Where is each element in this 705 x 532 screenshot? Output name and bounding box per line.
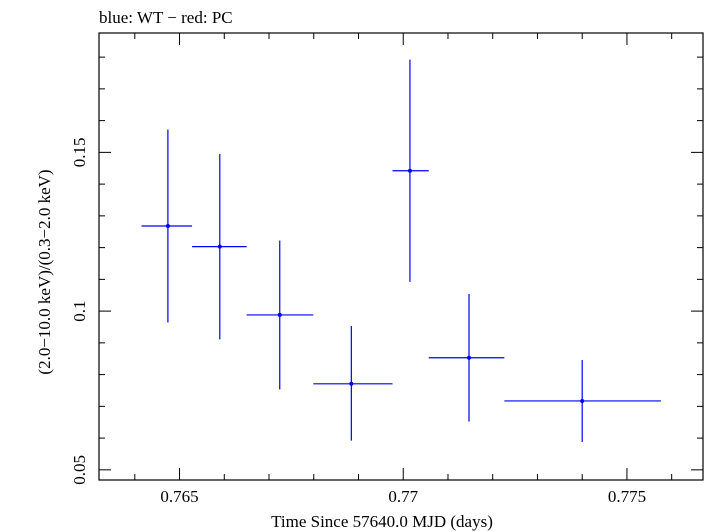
x-axis-label: Time Since 57640.0 MJD (days): [271, 512, 493, 531]
axis-ticks: [99, 33, 703, 480]
data-point-group: [141, 129, 193, 323]
data-point-group: [313, 326, 393, 441]
data-point: [217, 244, 222, 249]
y-tick-label: 0.1: [70, 300, 89, 321]
data-point: [277, 312, 282, 317]
data-point: [407, 168, 412, 173]
data-point-group: [246, 240, 314, 390]
data-point: [165, 224, 170, 229]
y-tick-label: 0.05: [70, 455, 89, 485]
axis-tick-labels: 0.765 0.77 0.775 0.05 0.1 0.15: [70, 137, 646, 506]
x-tick-label: 0.765: [160, 487, 198, 506]
data-point-group: [192, 153, 247, 340]
x-tick-label: 0.775: [608, 487, 646, 506]
x-tick-label: 0.77: [388, 487, 418, 506]
data-series: [141, 59, 661, 442]
y-tick-label: 0.15: [70, 137, 89, 167]
data-point-group: [504, 359, 661, 442]
data-point: [467, 355, 472, 360]
plot-frame: [98, 32, 704, 481]
chart-title: blue: WT − red: PC: [99, 8, 233, 27]
data-point-group: [392, 59, 429, 282]
data-point-group: [428, 293, 505, 422]
data-point: [580, 398, 585, 403]
data-point: [349, 381, 354, 386]
y-axis-label: (2.0−10.0 keV)/(0.3−2.0 keV): [35, 169, 54, 374]
